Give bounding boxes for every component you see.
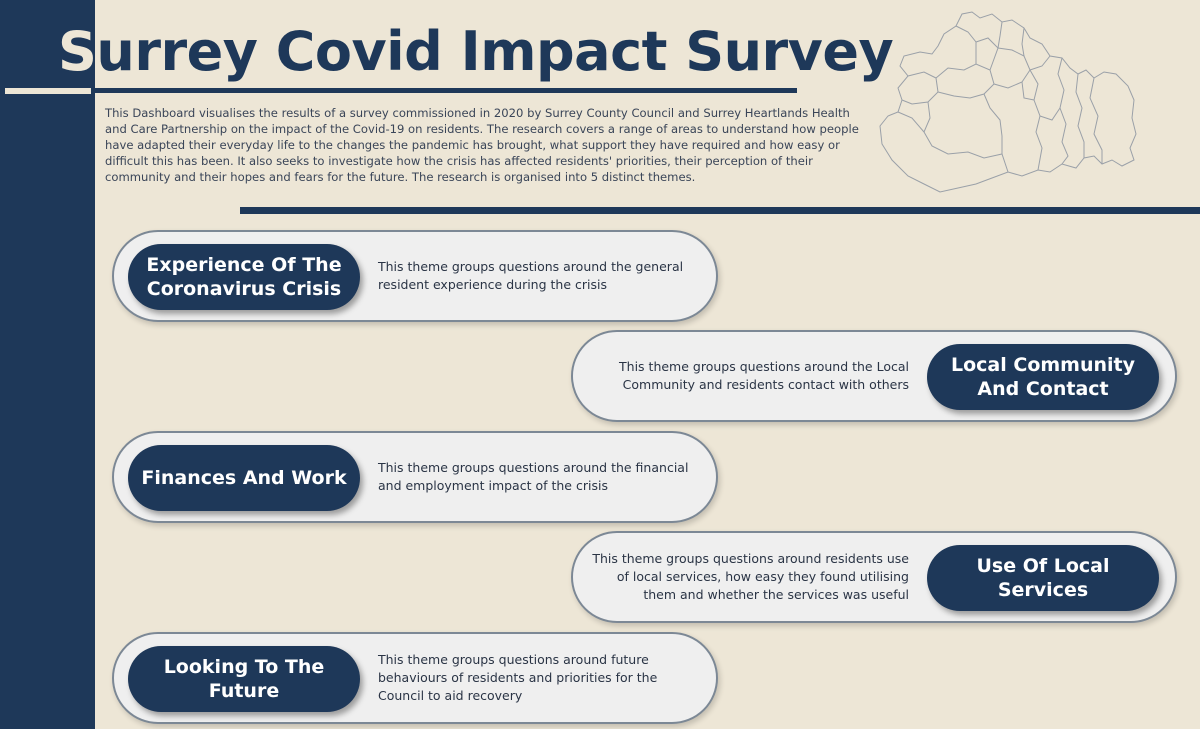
theme-card-local-services: Use Of Local Services This theme groups … xyxy=(571,531,1177,623)
theme-button-finances[interactable]: Finances And Work xyxy=(128,445,360,511)
theme-button-local-community[interactable]: Local Community And Contact xyxy=(927,344,1159,410)
theme-button-local-services[interactable]: Use Of Local Services xyxy=(927,545,1159,611)
intro-text: This Dashboard visualises the results of… xyxy=(105,106,859,184)
theme-description-text: This theme groups questions around resid… xyxy=(592,551,909,602)
theme-card-finances: Finances And Work This theme groups ques… xyxy=(112,431,718,523)
theme-description-local-community: This theme groups questions around the L… xyxy=(589,332,909,420)
page-title: Surrey Covid Impact Survey xyxy=(58,20,894,83)
theme-button-future[interactable]: Looking To The Future xyxy=(128,646,360,712)
theme-card-future: Looking To The Future This theme groups … xyxy=(112,632,718,724)
title-accent-line xyxy=(5,88,91,94)
theme-description-finances: This theme groups questions around the f… xyxy=(378,433,698,521)
header-divider xyxy=(240,207,1200,214)
theme-button-experience[interactable]: Experience Of The Coronavirus Crisis xyxy=(128,244,360,310)
theme-description-local-services: This theme groups questions around resid… xyxy=(589,533,909,621)
theme-description-future: This theme groups questions around futur… xyxy=(378,634,698,722)
surrey-districts-map-icon xyxy=(879,11,1137,193)
theme-card-local-community: Local Community And Contact This theme g… xyxy=(571,330,1177,422)
theme-description-experience: This theme groups questions around the g… xyxy=(378,232,698,320)
theme-description-text: This theme groups questions around the L… xyxy=(619,359,909,392)
title-underline xyxy=(95,88,797,93)
theme-card-experience: Experience Of The Coronavirus Crisis Thi… xyxy=(112,230,718,322)
theme-description-text: This theme groups questions around the g… xyxy=(378,259,684,292)
left-sidebar-bar xyxy=(0,0,95,729)
theme-description-text: This theme groups questions around the f… xyxy=(378,460,689,493)
theme-description-text: This theme groups questions around futur… xyxy=(378,652,658,703)
